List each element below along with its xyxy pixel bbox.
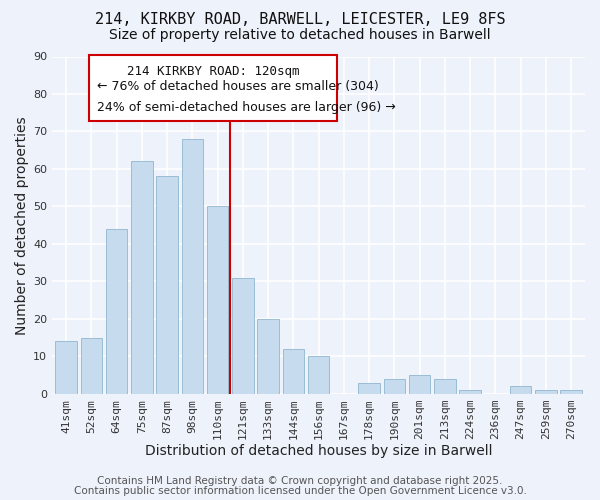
Bar [535,390,557,394]
Text: Contains public sector information licensed under the Open Government Licence v3: Contains public sector information licen… [74,486,526,496]
Bar [182,139,203,394]
X-axis label: Distribution of detached houses by size in Barwell: Distribution of detached houses by size … [145,444,493,458]
Bar [283,349,304,394]
Text: 214, KIRKBY ROAD, BARWELL, LEICESTER, LE9 8FS: 214, KIRKBY ROAD, BARWELL, LEICESTER, LE… [95,12,505,28]
Bar [106,229,127,394]
Bar [207,206,228,394]
Text: ← 76% of detached houses are smaller (304): ← 76% of detached houses are smaller (30… [97,80,379,93]
Bar [409,375,430,394]
Bar [131,162,152,394]
Text: Contains HM Land Registry data © Crown copyright and database right 2025.: Contains HM Land Registry data © Crown c… [97,476,503,486]
Bar [55,342,77,394]
Y-axis label: Number of detached properties: Number of detached properties [15,116,29,334]
Bar [257,319,279,394]
FancyBboxPatch shape [89,55,337,120]
Bar [232,278,254,394]
Bar [383,379,405,394]
Text: 24% of semi-detached houses are larger (96) →: 24% of semi-detached houses are larger (… [97,101,396,114]
Bar [560,390,582,394]
Text: 214 KIRKBY ROAD: 120sqm: 214 KIRKBY ROAD: 120sqm [127,65,299,78]
Bar [434,379,455,394]
Bar [157,176,178,394]
Bar [308,356,329,394]
Bar [510,386,532,394]
Text: Size of property relative to detached houses in Barwell: Size of property relative to detached ho… [109,28,491,42]
Bar [80,338,102,394]
Bar [358,382,380,394]
Bar [460,390,481,394]
